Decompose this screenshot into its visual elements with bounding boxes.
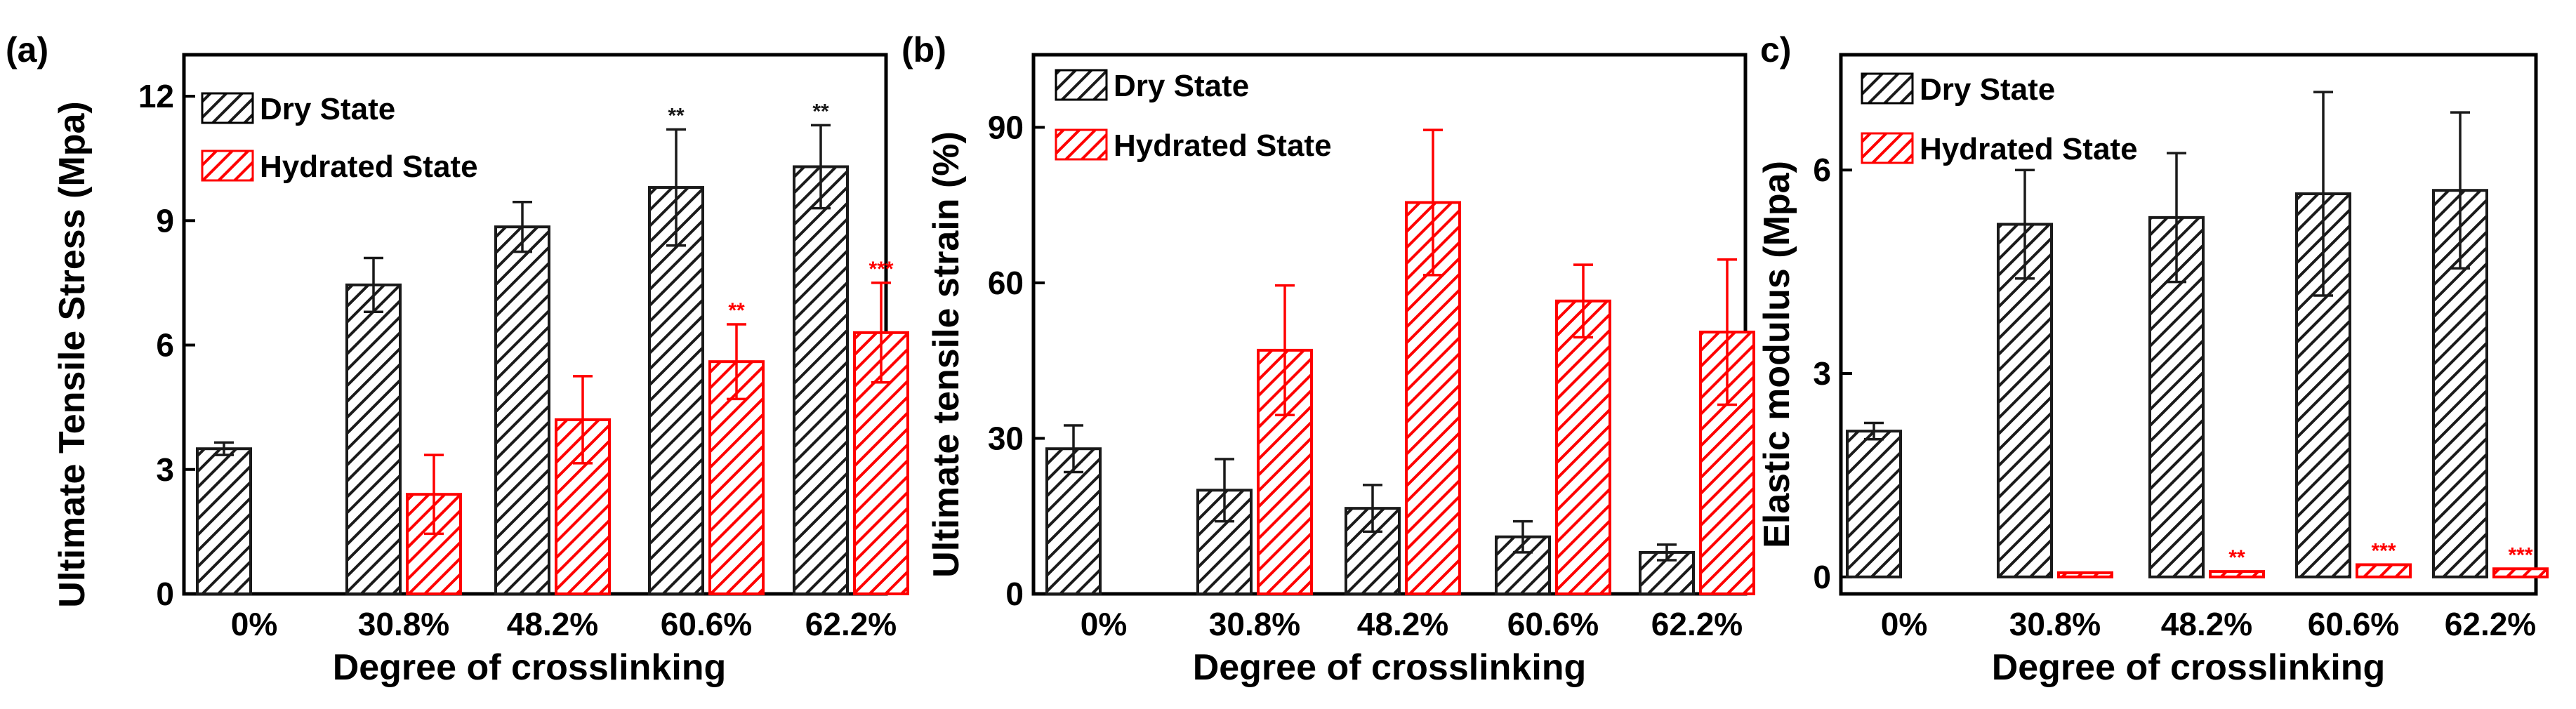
legend-label-dry: Dry State [260,92,395,126]
x-tick-label: 30.8% [2009,606,2101,642]
panel-a: (a) Ultimate Tensile Stress (Mpa) Degree… [6,30,909,688]
y-tick-label: 0 [1813,559,1831,595]
legend-label-hydrated: Hydrated State [1920,132,2138,166]
legend-label-dry: Dry State [1114,69,1249,103]
y-axis-title: Ultimate Tensile Stress (Mpa) [52,101,93,607]
x-axis-title: Degree of crosslinking [1992,647,2386,688]
category-labels: 0% 30.8% 48.2% 60.6% 62.2% [1081,606,1743,642]
significance-mark: ** [728,299,745,322]
y-tick-label: 60 [988,265,1024,301]
panel-label: c) [1760,30,1791,69]
x-tick-label: 62.2% [1651,606,1743,642]
x-tick-label: 48.2% [2161,606,2252,642]
legend-label-hydrated: Hydrated State [260,150,478,184]
x-tick-label: 48.2% [507,606,598,642]
significance-mark: ** [668,104,685,127]
panel-c: c) Elastic modulus (Mpa) Degree of cross… [1757,30,2549,688]
legend-label-dry: Dry State [1920,72,2055,107]
y-tick-label: 6 [1813,152,1831,188]
y-tick-label: 0 [156,576,174,612]
y-tick-label: 30 [988,420,1024,456]
x-tick-label: 0% [1881,606,1927,642]
y-ticks: 0 30 60 90 [988,109,1045,612]
bar-dry-3 [648,186,704,595]
bar-dry-1 [345,283,402,595]
bar-dry-4 [793,165,849,595]
bar-dry-1 [1997,223,2053,578]
y-ticks: 0 3 6 9 12 [138,78,195,612]
legend-label-hydrated: Hydrated State [1114,128,1332,163]
legend-swatch-hydrated [1055,128,1108,161]
legend: Dry State Hydrated State [1861,72,2138,166]
legend-swatch-dry [1861,72,1914,105]
bar-hydrated-2 [2209,570,2265,578]
y-tick-label: 9 [156,202,174,239]
plot-frame [1839,53,2538,596]
y-tick-label: 90 [988,109,1024,145]
panel-b: (b) Ultimate tensile strain (%) Degree o… [901,30,1755,688]
panel-label: (a) [6,30,48,69]
x-tick-label: 0% [1081,606,1127,642]
legend: Dry State Hydrated State [1055,69,1332,163]
x-tick-label: 60.6% [661,606,752,642]
y-axis-title: Ultimate tensile strain (%) [926,131,967,578]
legend-swatch-dry [1055,69,1108,101]
x-axis-title: Degree of crosslinking [333,647,727,688]
y-tick-label: 6 [156,327,174,364]
bar-hydrated-4 [2492,567,2549,578]
y-tick-label: 3 [1813,355,1831,392]
significance-mark: ** [2228,546,2245,569]
bars: ** *** *** [1846,91,2549,578]
legend-swatch-hydrated [1861,132,1914,164]
x-axis-title: Degree of crosslinking [1193,647,1587,688]
y-tick-label: 12 [138,78,174,114]
x-tick-label: 48.2% [1357,606,1448,642]
bar-dry-0 [196,447,252,595]
y-tick-label: 3 [156,451,174,488]
significance-mark: ** [812,100,829,123]
significance-mark: *** [868,258,893,281]
y-tick-label: 0 [1005,576,1024,612]
bars: ** ******* [196,100,909,596]
bar-hydrated-3 [2356,563,2412,578]
x-tick-label: 30.8% [1209,606,1300,642]
x-tick-label: 62.2% [2445,606,2536,642]
x-tick-label: 30.8% [358,606,449,642]
x-tick-label: 0% [231,606,277,642]
category-labels: 0% 30.8% 48.2% 60.6% 62.2% [1881,606,2536,642]
x-tick-label: 60.6% [2308,606,2399,642]
legend-swatch-hydrated [201,150,254,182]
y-ticks: 0 3 6 [1813,152,1852,595]
legend-swatch-dry [201,92,254,124]
panel-label: (b) [901,30,946,69]
bar-hydrated-1 [2057,571,2113,578]
bar-dry-2 [494,225,550,595]
x-tick-label: 62.2% [805,606,897,642]
legend: Dry State Hydrated State [201,92,478,184]
significance-mark: *** [2371,539,2396,562]
bars [1045,128,1755,596]
x-tick-label: 60.6% [1507,606,1599,642]
y-axis-title: Elastic modulus (Mpa) [1757,161,1797,548]
bar-hydrated-3 [1555,299,1611,595]
significance-mark: *** [2508,543,2532,566]
category-labels: 0% 30.8% 48.2% 60.6% 62.2% [231,606,897,642]
bar-dry-0 [1846,430,1902,578]
